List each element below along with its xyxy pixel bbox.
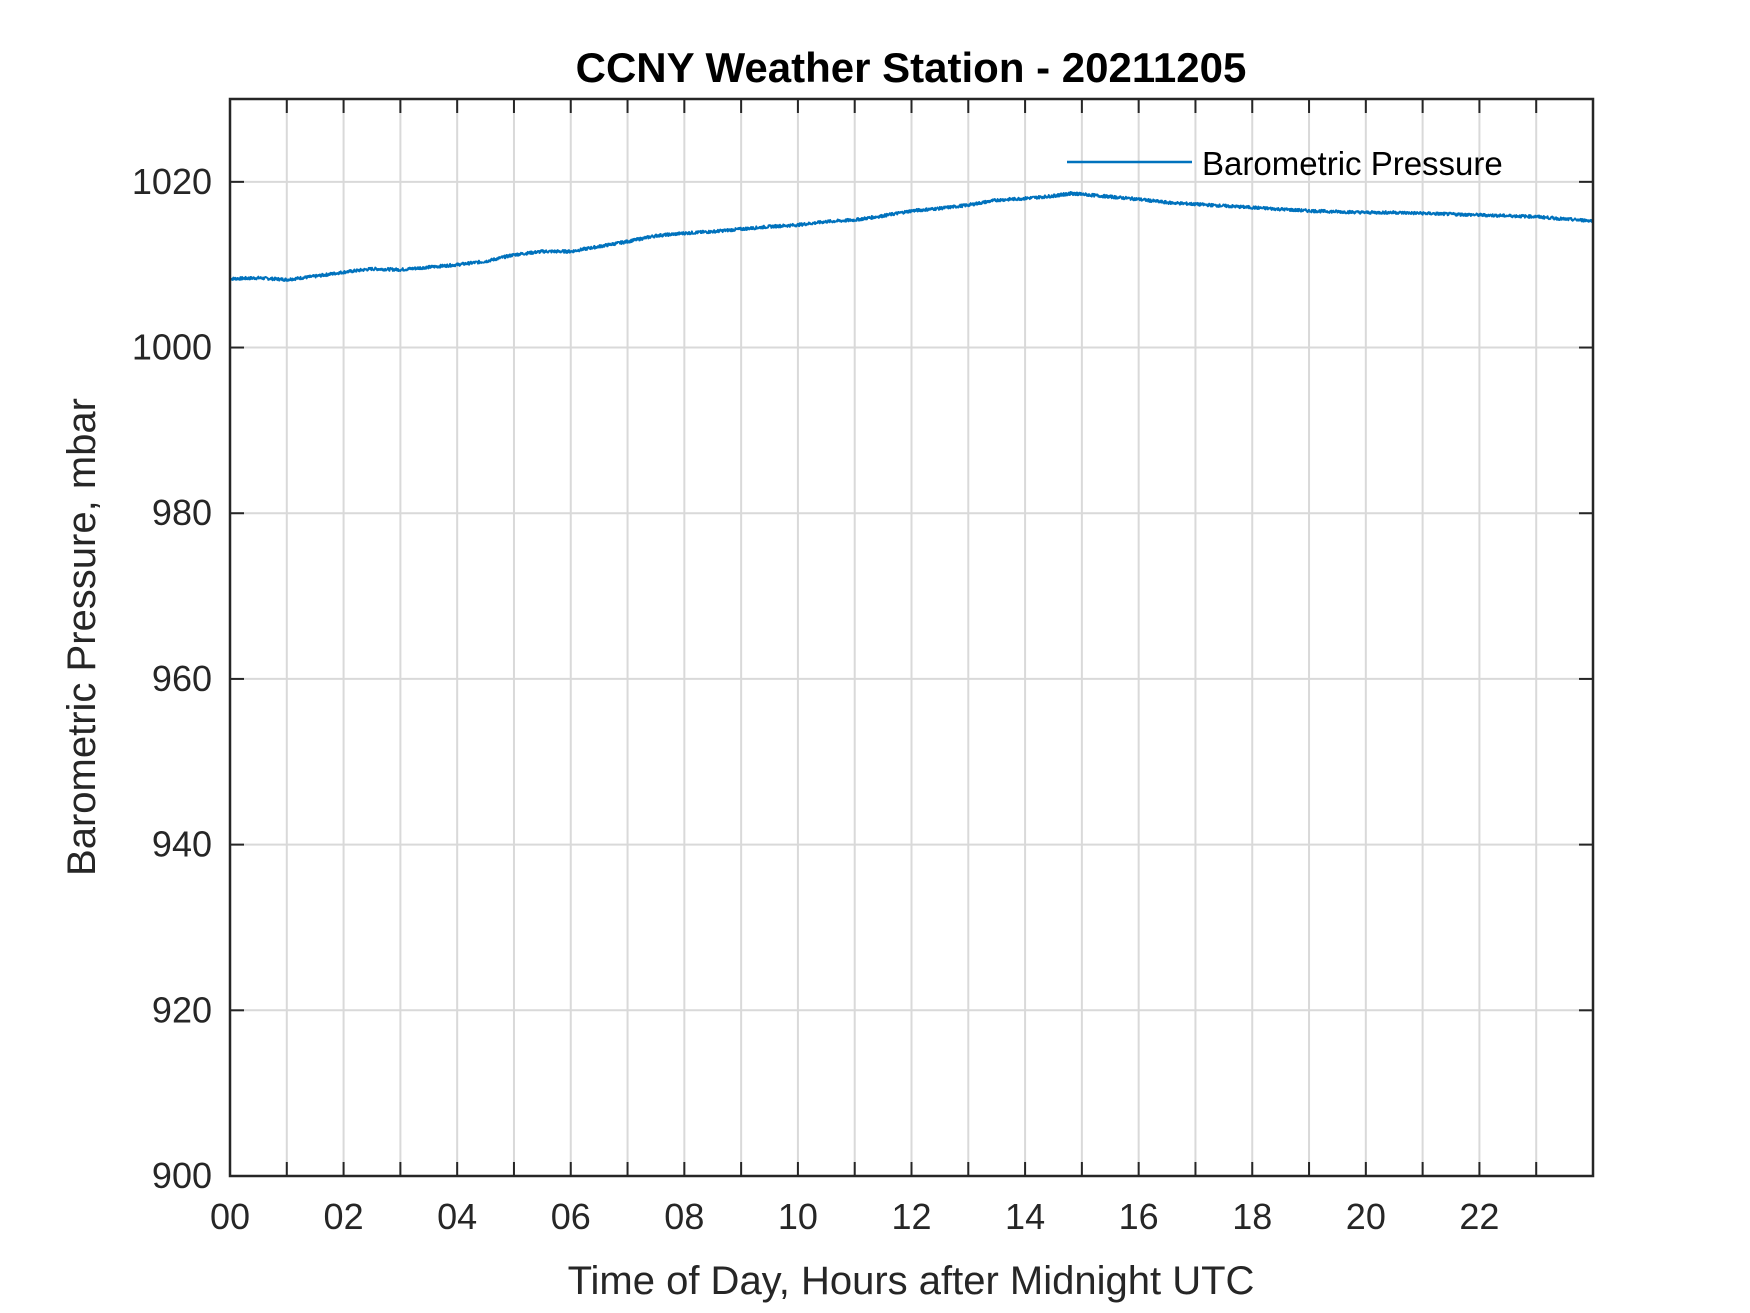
x-tick-label: 14 <box>1005 1196 1045 1237</box>
legend-label: Barometric Pressure <box>1202 145 1503 182</box>
y-tick-label: 960 <box>152 658 212 699</box>
y-tick-label: 1020 <box>132 161 212 202</box>
y-tick-label: 980 <box>152 492 212 533</box>
x-tick-label: 18 <box>1232 1196 1272 1237</box>
x-axis-label: Time of Day, Hours after Midnight UTC <box>568 1259 1255 1303</box>
x-tick-label: 02 <box>324 1196 364 1237</box>
y-axis-label: Barometric Pressure, mbar <box>60 398 104 876</box>
x-tick-label: 08 <box>664 1196 704 1237</box>
x-tick-label: 04 <box>437 1196 477 1237</box>
x-tick-label: 22 <box>1459 1196 1499 1237</box>
y-tick-label: 1000 <box>132 327 212 368</box>
tick-labels: 00 02 04 06 08 10 12 14 16 18 20 22 900 920 940 960 980 1… <box>132 161 1500 1237</box>
x-tick-label: 10 <box>778 1196 818 1237</box>
ticks <box>229 99 1594 1177</box>
y-tick-label: 900 <box>152 1155 212 1196</box>
x-tick-label: 00 <box>210 1196 250 1237</box>
y-tick-label: 920 <box>152 989 212 1030</box>
x-tick-label: 16 <box>1119 1196 1159 1237</box>
x-tick-label: 06 <box>551 1196 591 1237</box>
series-layer <box>229 191 1594 282</box>
chart-title: CCNY Weather Station - 20211205 <box>576 44 1247 91</box>
series-line-barometric-pressure <box>229 191 1594 282</box>
x-tick-label: 12 <box>891 1196 931 1237</box>
grid <box>230 99 1593 1176</box>
legend: Barometric Pressure <box>1067 145 1503 182</box>
x-tick-label: 20 <box>1346 1196 1386 1237</box>
y-tick-label: 940 <box>152 824 212 865</box>
